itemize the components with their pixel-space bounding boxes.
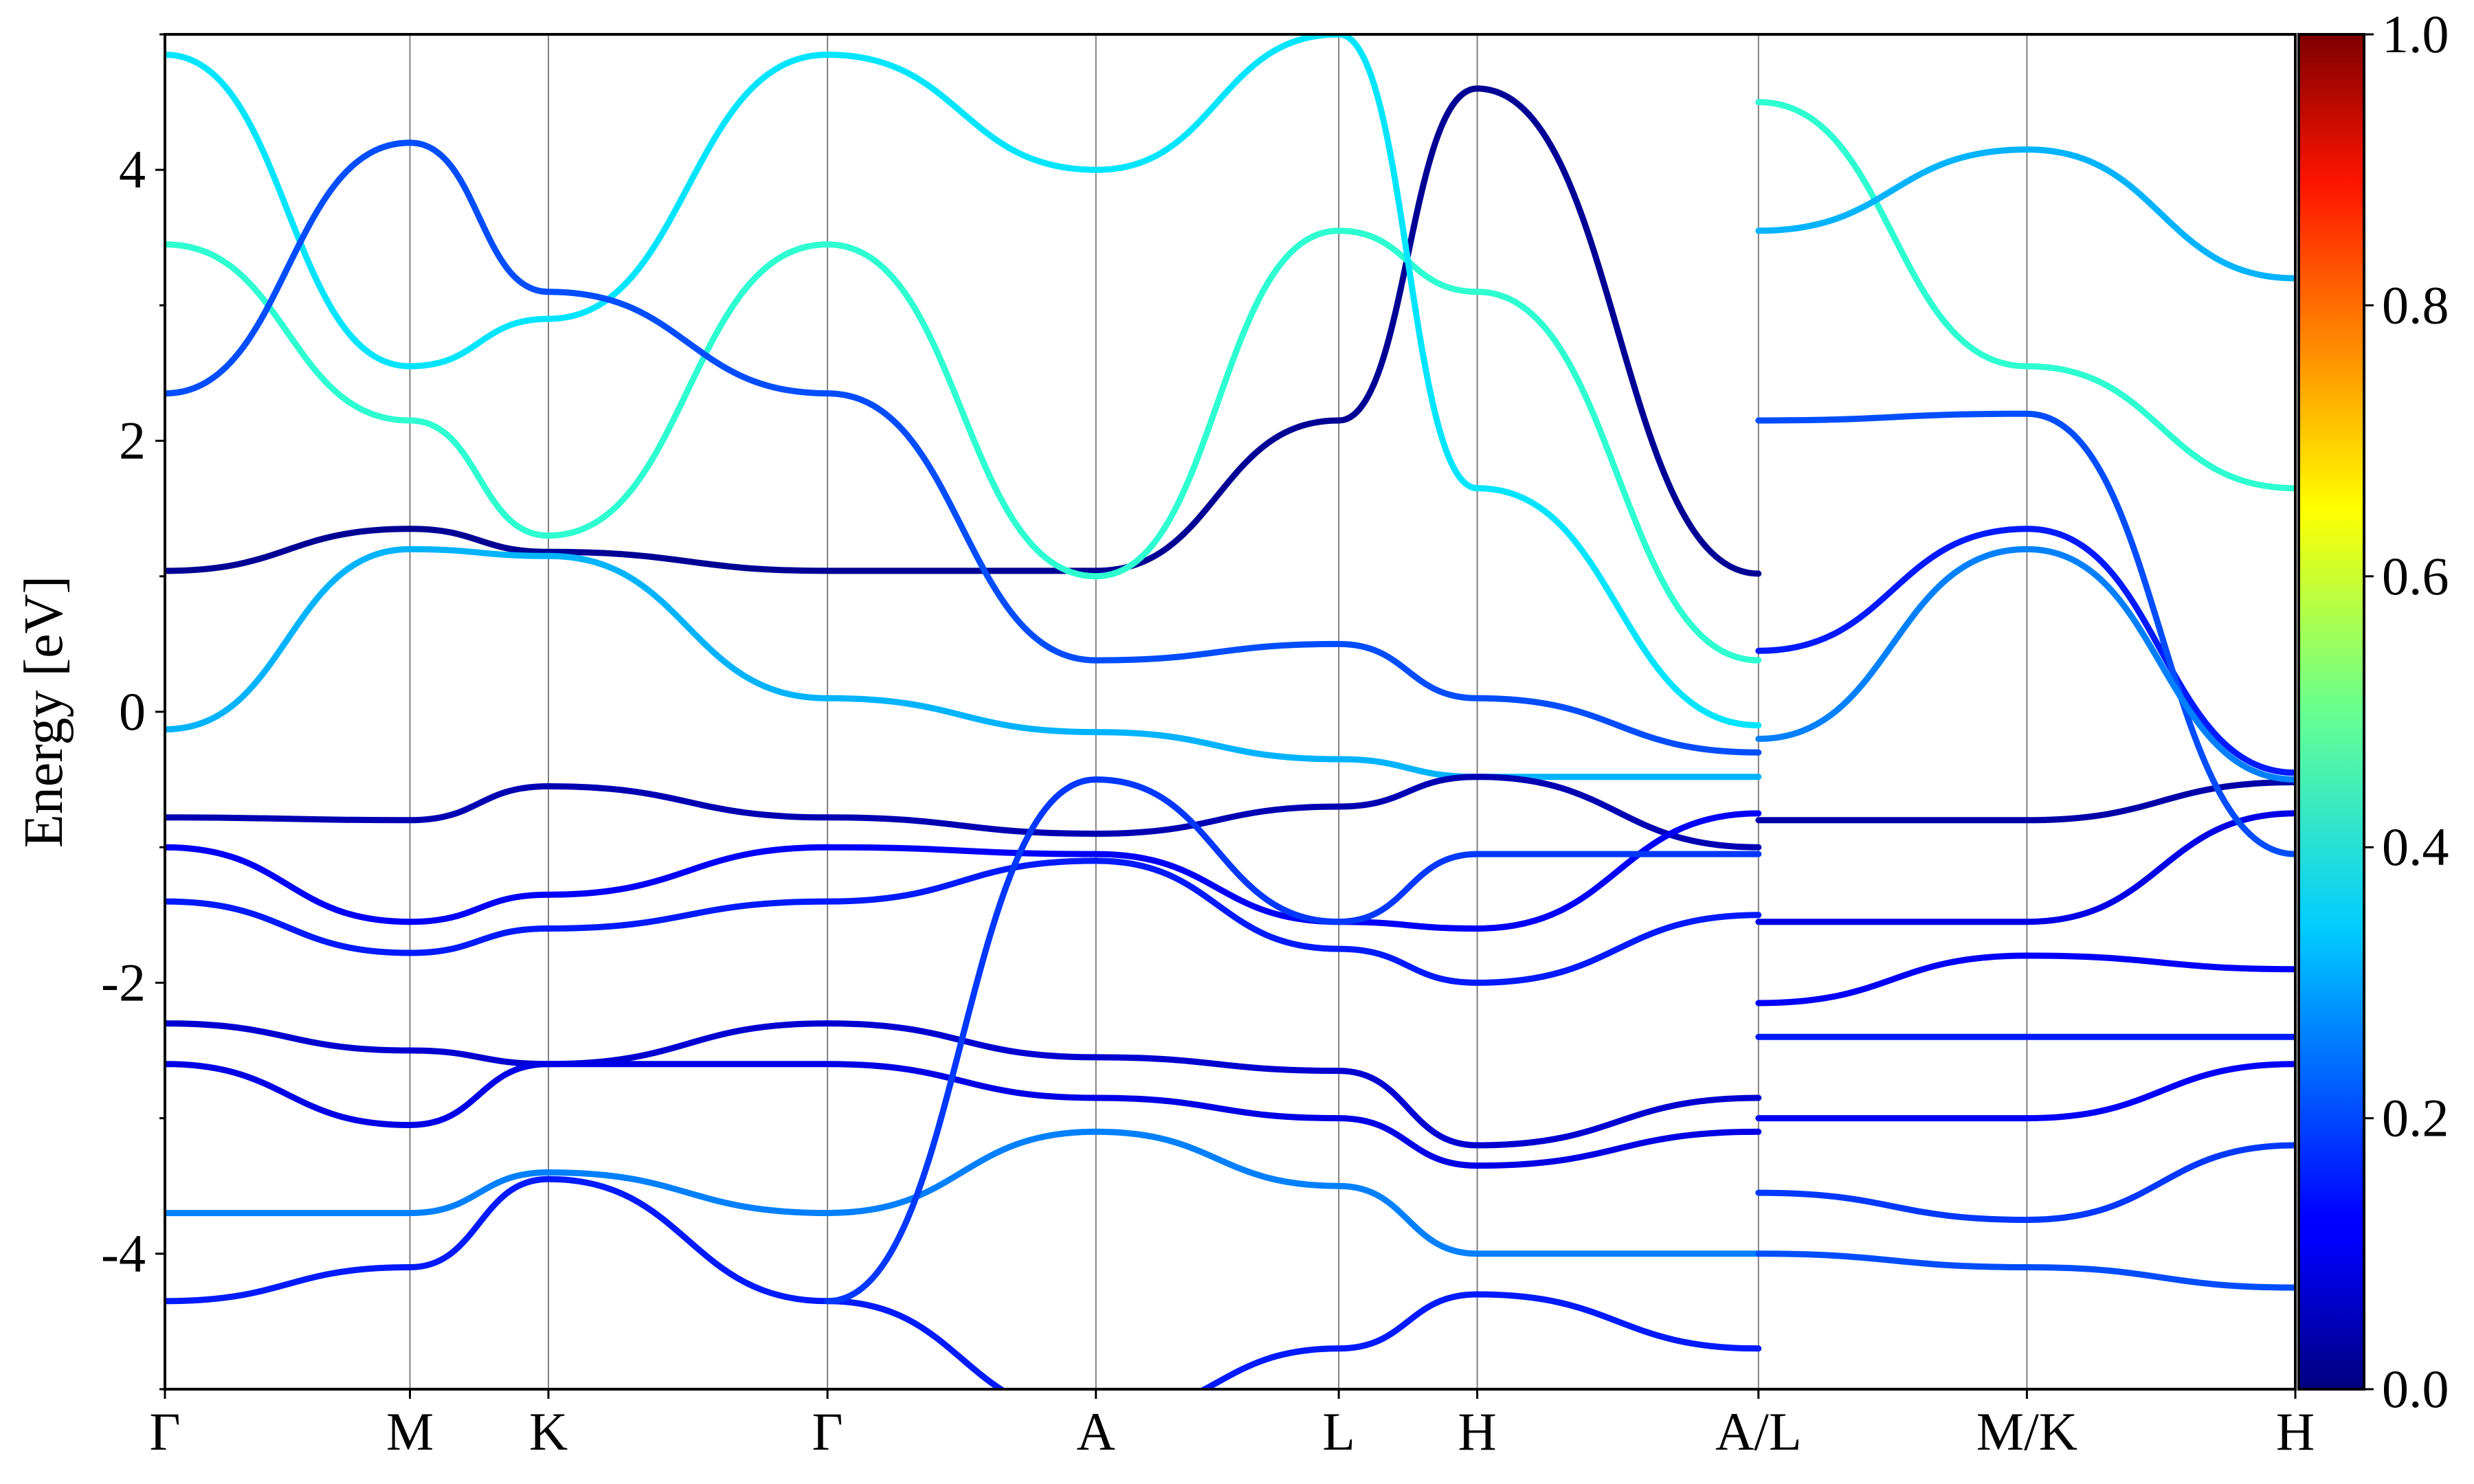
y-tick-label: 2 — [119, 411, 146, 471]
colorbar-tick-label: 0.2 — [2382, 1088, 2449, 1148]
plot-area: -4 -2 0 2 4 Γ M K Γ A L H A/L M/K H — [101, 33, 2315, 1461]
colorbar-tick-label: 0.4 — [2382, 817, 2449, 877]
kpoint-lines — [409, 34, 2028, 1389]
colorbar: 0.0 0.2 0.4 0.6 0.8 1.0 — [2297, 4, 2449, 1419]
y-axis-ticks: -4 -2 0 2 4 — [101, 33, 165, 1391]
y-tick-label: -4 — [101, 1224, 146, 1283]
band-line — [165, 546, 1762, 780]
colorbar-tick-label: 0.0 — [2382, 1359, 2449, 1419]
y-tick-label: 4 — [119, 139, 146, 199]
band-line — [165, 810, 1762, 932]
band-line — [165, 1176, 1762, 1389]
x-tick-label: K — [529, 1402, 568, 1461]
x-tick-label: M — [386, 1402, 434, 1461]
x-tick-label: H — [2276, 1402, 2315, 1461]
band-line — [1755, 1250, 2295, 1291]
band-line — [165, 227, 1762, 664]
x-tick-label: A — [1077, 1402, 1115, 1461]
colorbar-gradient — [2297, 33, 2365, 1391]
x-tick-label: Γ — [149, 1402, 180, 1461]
band-line — [165, 85, 1762, 577]
bands — [165, 34, 2295, 1389]
band-line — [165, 1128, 1762, 1257]
band-line — [1755, 99, 2295, 492]
band-line — [165, 1061, 1762, 1169]
band-line — [165, 34, 1762, 729]
x-tick-label: A/L — [1715, 1402, 1802, 1461]
x-tick-label: M/K — [1976, 1402, 2077, 1461]
x-tick-label: L — [1322, 1402, 1355, 1461]
band-line — [1755, 526, 2295, 776]
band-line — [1755, 1061, 2295, 1122]
colorbar-tick-label: 1.0 — [2382, 4, 2449, 64]
band-line — [1755, 1142, 2295, 1223]
band-line — [1755, 779, 2295, 824]
band-line — [165, 1020, 1762, 1149]
colorbar-tick-label: 0.6 — [2382, 546, 2449, 606]
colorbar-tick-label: 0.8 — [2382, 275, 2449, 335]
x-tick-label: H — [1458, 1402, 1496, 1461]
band-line — [165, 857, 1762, 986]
band-line — [1755, 410, 2295, 857]
plot-frame — [164, 33, 2297, 1391]
band-line — [165, 774, 1762, 851]
band-line — [1755, 810, 2295, 925]
band-line — [1755, 146, 2295, 282]
band-line — [824, 776, 1762, 1305]
band-line — [1755, 546, 2295, 783]
band-line — [1755, 952, 2295, 1007]
x-tick-label: Γ — [812, 1402, 843, 1461]
y-tick-label: 0 — [119, 682, 146, 741]
band-line — [165, 139, 1762, 756]
colorbar-ticks: 0.0 0.2 0.4 0.6 0.8 1.0 — [2364, 4, 2449, 1419]
y-tick-label: -2 — [101, 952, 146, 1012]
y-axis-label: Energy [eV] — [14, 576, 74, 848]
x-axis-ticks: Γ M K Γ A L H A/L M/K H — [149, 1389, 2315, 1461]
